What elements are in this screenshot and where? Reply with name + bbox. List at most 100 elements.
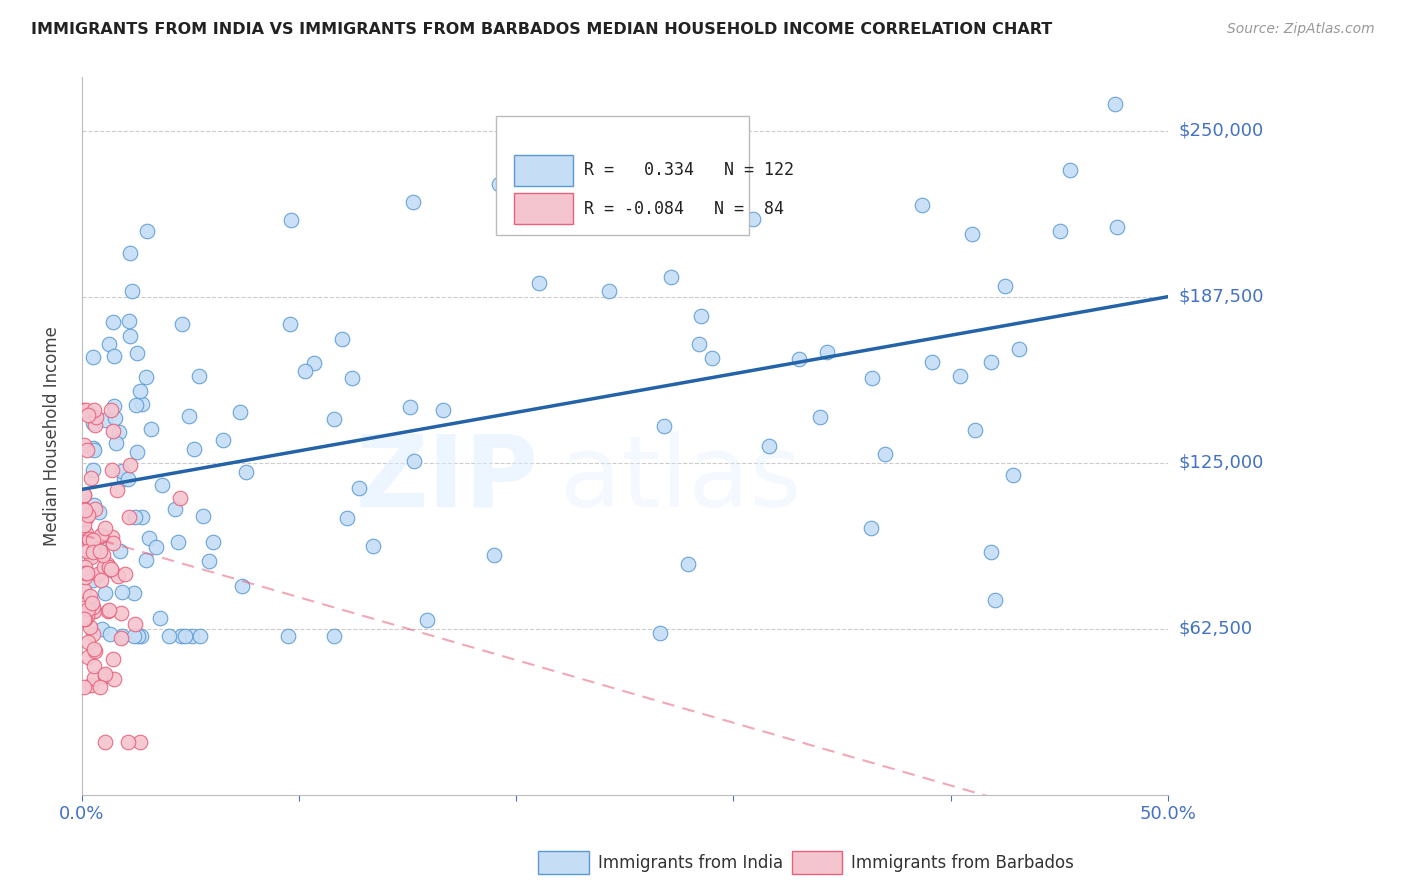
Point [94,586,117,600]
Point [174,629,197,643]
Point [179,409,201,423]
Point [83,604,105,618]
Point [90,529,112,543]
Point [323,412,346,426]
Point [994,278,1017,293]
Point [149,611,172,625]
Text: $250,000: $250,000 [1180,121,1264,139]
Point [89,681,111,695]
Point [875,447,897,461]
Point [361,539,384,553]
Point [125,398,148,412]
Point [73,487,96,501]
Text: $125,000: $125,000 [1180,454,1264,472]
Point [73,582,96,597]
Point [98,560,121,574]
Point [278,318,301,332]
Point [188,629,211,643]
Point [83,671,105,685]
Point [73,566,96,580]
Point [75,525,97,540]
Point [124,510,146,524]
Point [76,409,98,423]
Point [399,401,422,415]
Point [100,563,122,577]
Point [117,314,139,328]
Point [76,635,98,649]
Point [167,534,190,549]
Point [98,602,121,616]
Point [82,604,104,618]
Point [349,481,371,495]
Point [1008,342,1031,356]
Point [183,442,205,456]
Point [73,402,96,417]
Point [808,410,831,425]
Point [114,567,136,582]
Point [82,533,104,548]
Point [131,396,153,410]
Point [103,349,125,363]
Point [93,559,115,574]
Point [117,472,139,486]
Point [121,284,143,298]
Point [89,505,111,519]
Point [73,501,96,516]
Point [231,579,253,593]
Point [77,533,100,547]
Point [82,537,104,551]
Text: IMMIGRANTS FROM INDIA VS IMMIGRANTS FROM BARBADOS MEDIAN HOUSEHOLD INCOME CORREL: IMMIGRANTS FROM INDIA VS IMMIGRANTS FROM… [31,22,1052,37]
Point [104,410,127,425]
Point [980,545,1002,559]
Point [79,590,101,604]
Point [73,518,96,533]
Point [73,488,96,502]
Point [101,315,124,329]
Point [82,600,104,615]
Point [128,384,150,398]
Point [79,620,101,634]
Point [75,510,97,524]
Point [75,570,97,584]
Point [73,612,96,626]
Point [73,601,96,615]
Point [202,534,225,549]
Point [188,368,211,383]
Point [962,227,984,242]
Point [82,596,104,610]
Text: R =   0.334   N = 122: R = 0.334 N = 122 [583,161,794,179]
Point [77,532,100,546]
Point [280,213,302,227]
Point [91,548,114,562]
Point [488,177,510,191]
Point [860,521,883,535]
Point [742,212,765,227]
Point [120,246,142,260]
Point [169,491,191,505]
Point [432,402,454,417]
Point [83,543,105,558]
Point [1104,97,1126,112]
Point [80,678,103,692]
Point [90,573,112,587]
Point [482,548,505,562]
Point [404,453,426,467]
Point [82,573,104,587]
Point [107,569,129,583]
Point [157,629,180,643]
Point [124,629,146,643]
Point [949,368,972,383]
Point [111,584,134,599]
Text: $187,500: $187,500 [1180,288,1264,306]
Point [678,557,700,571]
Point [101,463,124,477]
Point [336,511,359,525]
Point [97,604,120,618]
Point [983,593,1005,607]
Point [100,402,122,417]
Point [94,521,117,535]
Point [76,566,98,580]
Point [73,438,96,452]
Point [98,337,121,351]
Point [103,399,125,413]
